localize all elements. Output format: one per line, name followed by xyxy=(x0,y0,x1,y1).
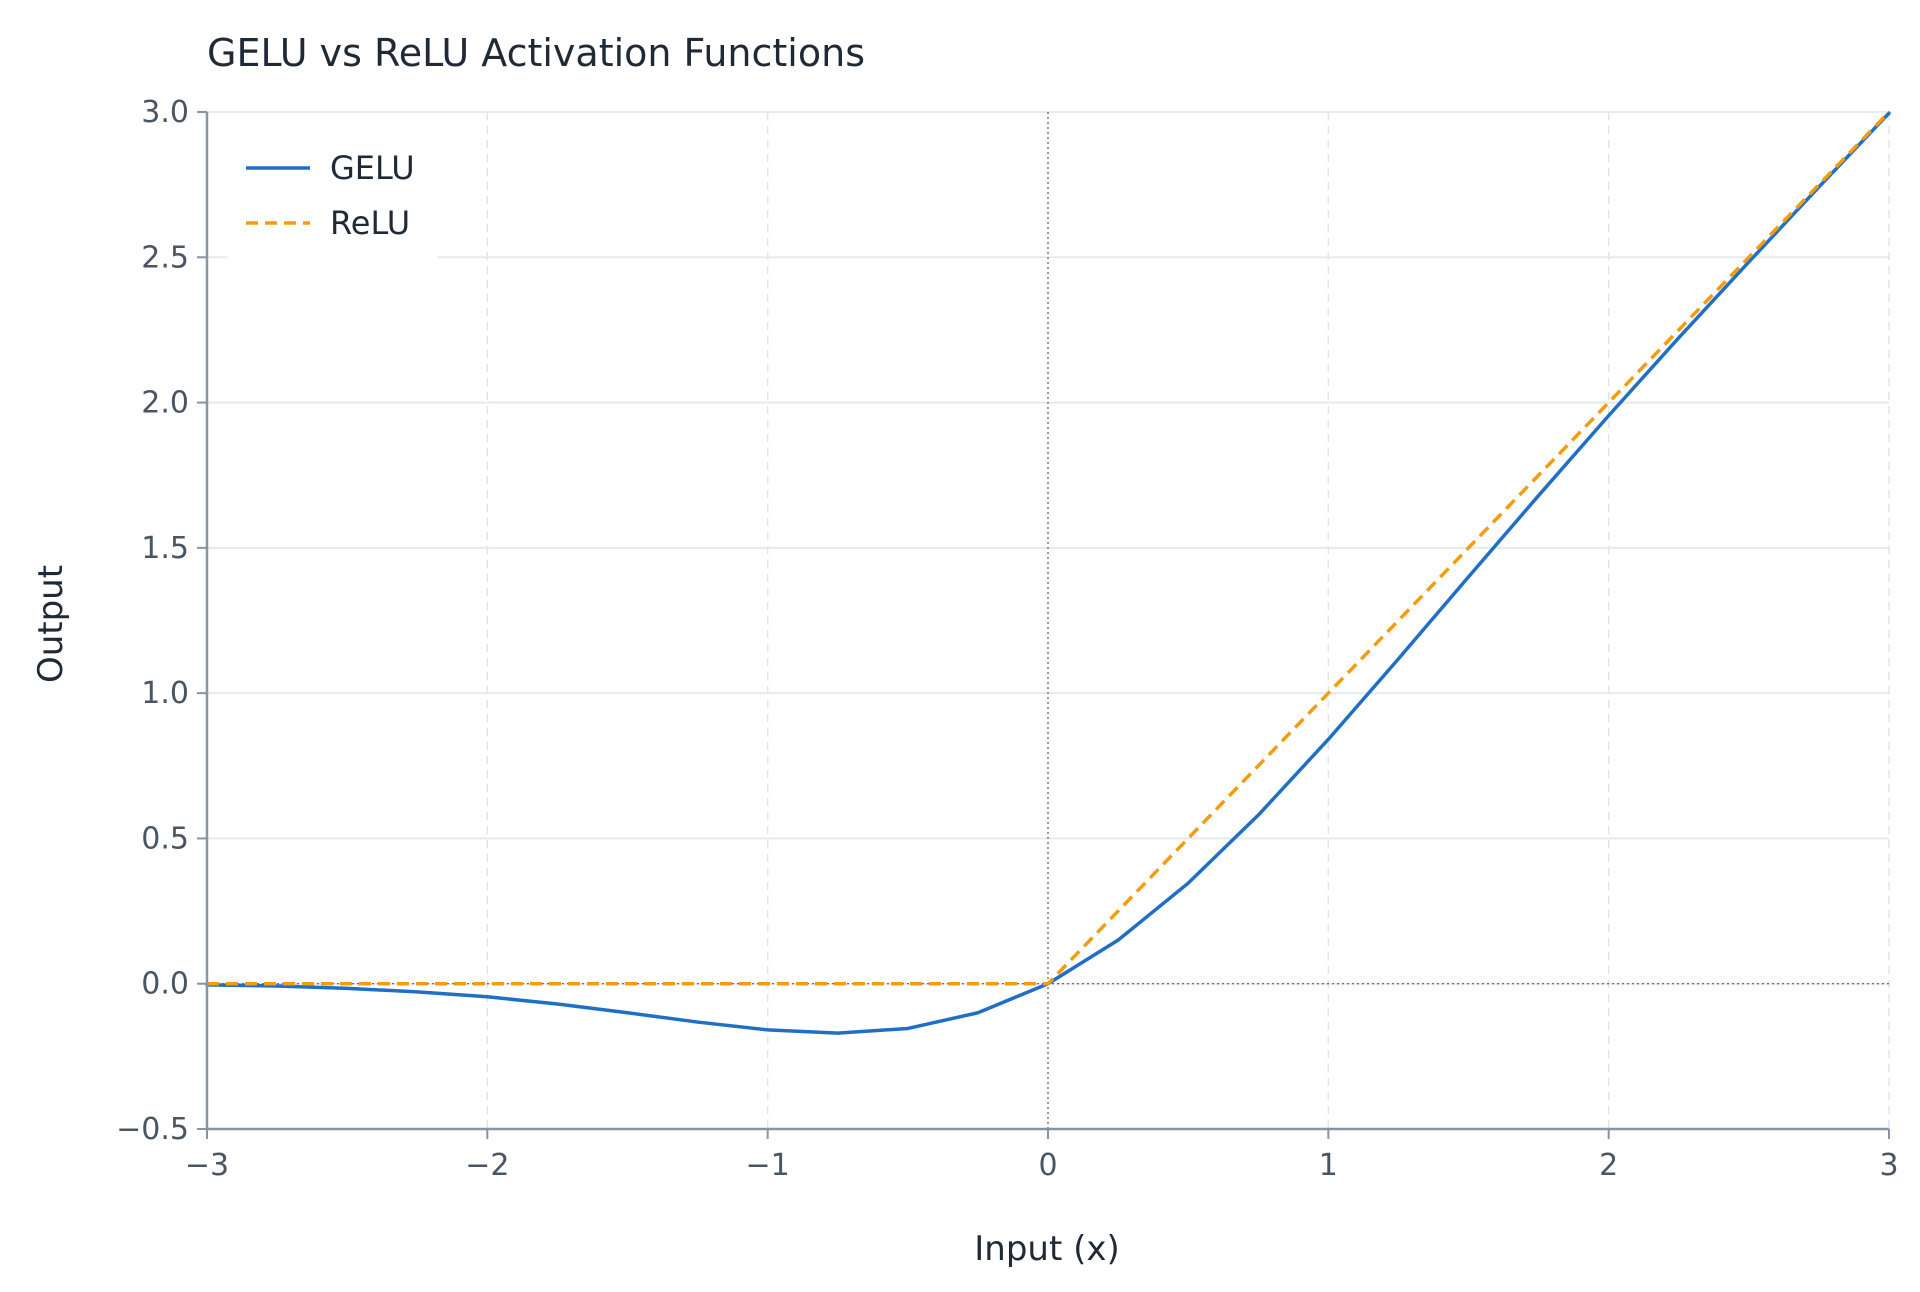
x-tick-label: 1 xyxy=(1319,1148,1338,1183)
y-gridlines xyxy=(207,111,1889,1130)
legend-label-gelu: GELU xyxy=(330,149,415,187)
series-layer xyxy=(205,110,1891,1035)
legend-background xyxy=(228,138,438,262)
x-tick-label: 0 xyxy=(1038,1148,1057,1183)
y-tick-label: 0.0 xyxy=(141,967,189,1002)
y-tick-label: 2.5 xyxy=(141,240,189,275)
series-line-relu xyxy=(207,110,1891,986)
x-tick-label: 2 xyxy=(1599,1148,1618,1183)
legend: GELU ReLU xyxy=(228,138,438,262)
y-tick-label: 3.0 xyxy=(141,95,189,130)
chart-title: GELU vs ReLU Activation Functions xyxy=(207,31,865,75)
x-tick-label: −2 xyxy=(465,1148,509,1183)
reference-lines xyxy=(207,112,1889,1129)
x-tick-label: −1 xyxy=(746,1148,790,1183)
x-ticks: −3 −2 −1 0 1 2 3 xyxy=(185,1129,1899,1183)
y-tick-label: 2.0 xyxy=(141,386,189,421)
y-ticks: −0.5 0.0 0.5 1.0 1.5 2.0 2.5 3.0 xyxy=(116,95,207,1147)
y-tick-label: −0.5 xyxy=(116,1112,189,1147)
axes xyxy=(205,112,1889,1131)
y-tick-label: 0.5 xyxy=(141,821,189,856)
x-tick-label: 3 xyxy=(1879,1148,1898,1183)
x-gridlines xyxy=(206,112,1890,1129)
x-tick-label: −3 xyxy=(185,1148,229,1183)
y-tick-label: 1.5 xyxy=(141,531,189,566)
legend-label-relu: ReLU xyxy=(330,204,410,242)
x-axis-label: Input (x) xyxy=(974,1229,1120,1269)
y-axis-label: Output xyxy=(31,565,71,683)
y-tick-label: 1.0 xyxy=(141,676,189,711)
